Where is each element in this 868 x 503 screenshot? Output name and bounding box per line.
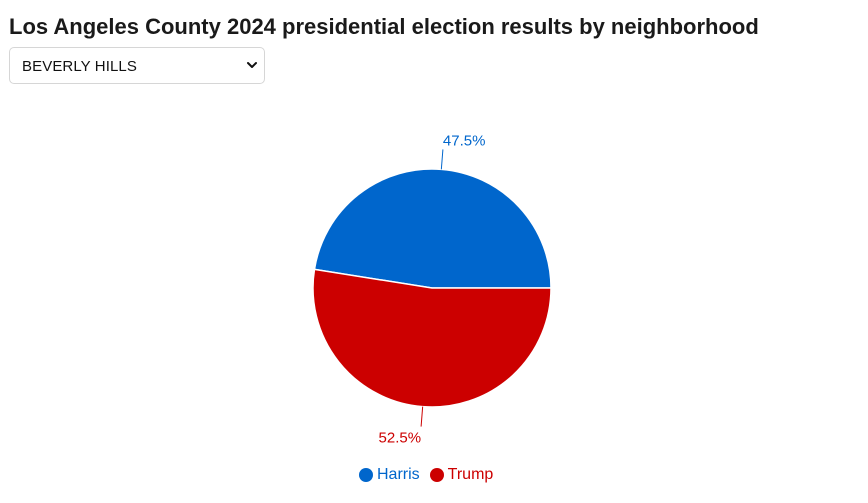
legend-item-harris[interactable]: Harris [359, 466, 420, 484]
slice-label-harris: 47.5% [443, 132, 486, 149]
neighborhood-select-value: BEVERLY HILLS [22, 58, 137, 75]
legend-swatch-trump [429, 468, 444, 482]
chart-legend: Harris Trump [359, 465, 503, 485]
neighborhood-select[interactable]: BEVERLY HILLS [9, 47, 265, 84]
legend-item-trump[interactable]: Trump [429, 466, 494, 484]
legend-label-trump: Trump [447, 466, 494, 483]
pie-slice-trump[interactable] [312, 268, 552, 408]
page-title: Los Angeles County 2024 presidential ele… [9, 14, 759, 39]
slice-label-trump: 52.5% [379, 430, 422, 447]
chevron-down-icon [247, 62, 257, 68]
pie-slice-harris[interactable] [313, 168, 552, 289]
legend-swatch-harris [359, 468, 373, 482]
leader-line-trump [420, 406, 424, 427]
legend-label-harris: Harris [377, 466, 420, 483]
leader-line-harris [440, 149, 444, 170]
